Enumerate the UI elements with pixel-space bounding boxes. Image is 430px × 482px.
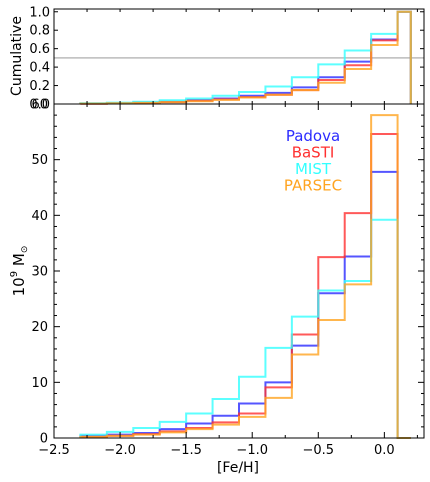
cumulative-ytick-label: 0.8	[29, 24, 50, 39]
cumulative-series-parsec	[79, 10, 412, 105]
main-xtick-label: −2.0	[104, 443, 136, 458]
ylabel-unit: M	[10, 253, 28, 266]
main-xtick-label: 0.0	[374, 443, 395, 458]
main-xlabel: [Fe/H]	[217, 460, 259, 476]
legend-entry-basti: BaSTI	[292, 144, 335, 162]
histogram-series-basti	[79, 133, 411, 439]
histogram-series-mist	[79, 218, 411, 439]
cumulative-ytick-label: 0.4	[29, 61, 50, 76]
cumulative-ylabel: Cumulative	[9, 16, 25, 96]
main-ytick-label: 40	[31, 209, 48, 224]
histogram-series-padova	[79, 170, 411, 439]
legend-entry-mist: MIST	[295, 160, 332, 178]
main-xtick-label: −0.5	[302, 443, 334, 458]
main-xtick-label: −2.5	[38, 443, 70, 458]
main-ytick-label: 30	[31, 265, 48, 280]
main-xtick-label: −1.5	[170, 443, 202, 458]
ylabel-exponent: 9	[9, 271, 20, 277]
main-ytick-label: 0	[40, 432, 48, 447]
histogram-series-parsec	[79, 114, 411, 439]
cumulative-ytick-label: 1.0	[29, 5, 50, 20]
main-ylabel: 109 M⊙	[9, 246, 30, 297]
main-ytick-label: 50	[31, 153, 48, 168]
cumulative-axes-frame	[53, 8, 425, 105]
cumulative-panel: 1.0 0.8 0.6 0.4 0.2 0.0 Cumulative	[9, 5, 425, 113]
legend-entry-padova: Padova	[286, 127, 340, 145]
cumulative-ytick-label: 0.2	[29, 79, 50, 94]
main-ytick-label: 60	[31, 98, 48, 113]
main-xtick-label: −1.0	[236, 443, 268, 458]
main-ytick-label: 20	[31, 320, 48, 335]
main-ytick-label: 10	[31, 376, 48, 391]
cumulative-ytick-label: 0.0	[29, 98, 50, 113]
cumulative-ytick-label: 0.6	[29, 42, 50, 57]
legend-entry-parsec: PARSEC	[284, 177, 342, 195]
ylabel-subscript: ⊙	[20, 246, 30, 254]
ylabel-base: 10	[10, 277, 28, 296]
